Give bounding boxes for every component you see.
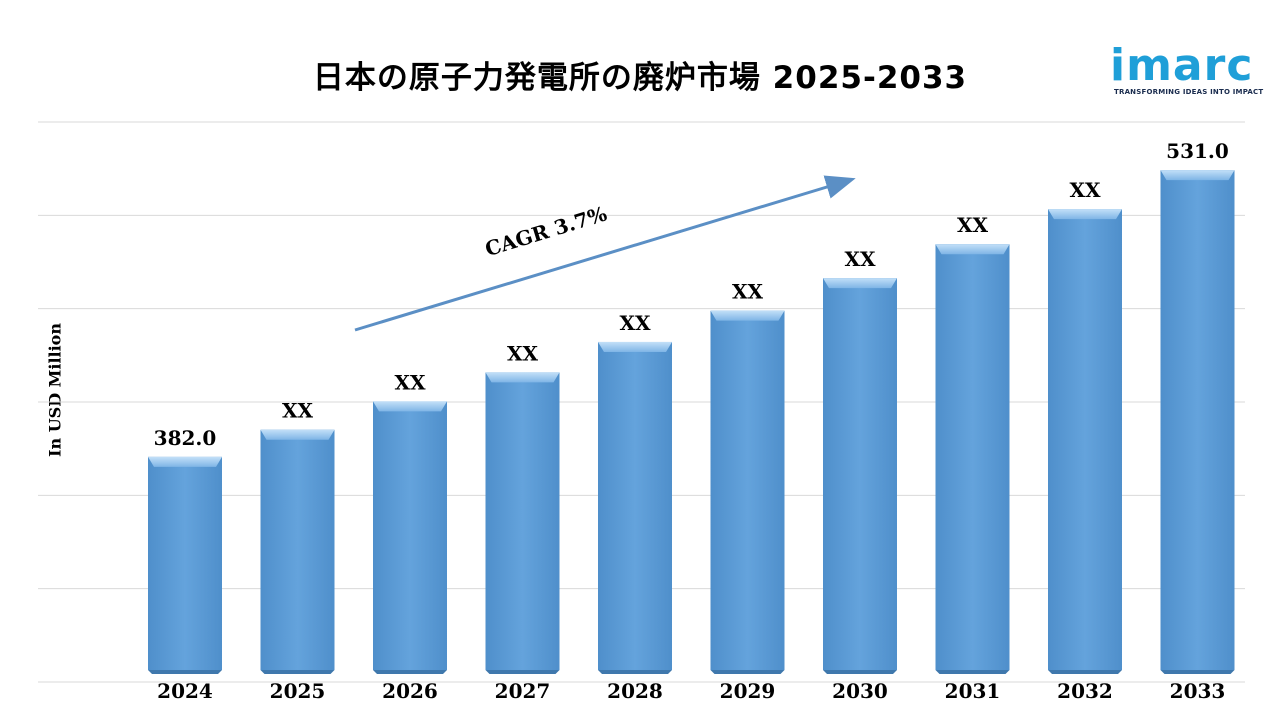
x-tick-2030: 2030 [832,679,888,703]
bar-body [260,429,335,670]
bar-2026 [373,401,447,674]
cagr-annotation: CAGR 3.7% [482,201,609,261]
chart-title: 日本の原子力発電所の廃炉市場 2025-2033 [312,60,968,96]
bar-2030 [823,278,897,674]
data-label-2024: 382.0 [154,426,217,450]
bar-base-bevel [1048,670,1122,674]
bars [148,170,1235,674]
bar-body [935,244,1010,670]
cagr-arrow [354,175,856,332]
data-labels: 382.0 XX XX XX XX XX XX XX XX 531.0 [154,139,1229,450]
bar-base-bevel [260,670,335,674]
data-label-2029: XX [732,280,764,304]
bar-top-bevel [260,429,335,440]
bar-base-bevel [935,670,1010,674]
x-tick-2027: 2027 [495,679,551,703]
bar-top-bevel [373,401,447,412]
imarc-logo: imarc TRANSFORMING IDEAS INTO IMPACT [1108,36,1268,106]
data-label-2032: XX [1069,178,1101,202]
bar-2028 [598,341,672,674]
bar-top-bevel [823,278,897,289]
bar-base-bevel [710,670,785,674]
data-label-2026: XX [394,370,426,394]
bar-top-bevel [485,372,560,383]
bar-2033 [1160,170,1235,674]
bar-2031 [935,244,1010,674]
data-label-2028: XX [619,311,651,335]
data-label-2027: XX [507,341,539,365]
bar-top-bevel [935,244,1010,255]
bar-2032 [1048,209,1122,674]
bar-base-bevel [373,670,447,674]
bar-body [823,278,897,670]
bar-body [485,372,560,670]
bar-body [1160,170,1235,670]
x-tick-2026: 2026 [382,679,438,703]
x-tick-2031: 2031 [945,679,1001,703]
bar-top-bevel [710,310,785,321]
x-tick-2033: 2033 [1170,679,1226,703]
bar-body [1048,209,1122,670]
bar-top-bevel [148,456,222,467]
logo-tagline: TRANSFORMING IDEAS INTO IMPACT [1114,88,1264,96]
bar-body [598,341,672,670]
x-tick-2024: 2024 [157,679,213,703]
bar-base-bevel [1160,670,1235,674]
x-tick-2028: 2028 [607,679,663,703]
data-label-2030: XX [844,247,876,271]
bar-top-bevel [1048,209,1122,220]
bar-body [148,456,222,670]
x-tick-2032: 2032 [1057,679,1113,703]
x-tick-2025: 2025 [270,679,326,703]
bar-body [710,310,785,670]
bar-2027 [485,372,560,674]
x-tick-labels: 2024 2025 2026 2027 2028 2029 2030 2031 2032 2033 [157,679,1225,703]
data-label-2031: XX [957,213,989,237]
data-label-2033: 531.0 [1166,139,1229,163]
logo-wordmark: imarc [1110,40,1254,91]
bar-base-bevel [148,670,222,674]
bar-2029 [710,310,785,674]
bar-top-bevel [1160,170,1235,181]
bar-top-bevel [598,341,672,352]
bar-body [373,401,447,670]
bar-base-bevel [823,670,897,674]
bar-base-bevel [598,670,672,674]
bar-2024 [148,456,222,674]
x-tick-2029: 2029 [720,679,776,703]
bar-base-bevel [485,670,560,674]
data-label-2025: XX [282,399,314,423]
bar-2025 [260,429,335,674]
